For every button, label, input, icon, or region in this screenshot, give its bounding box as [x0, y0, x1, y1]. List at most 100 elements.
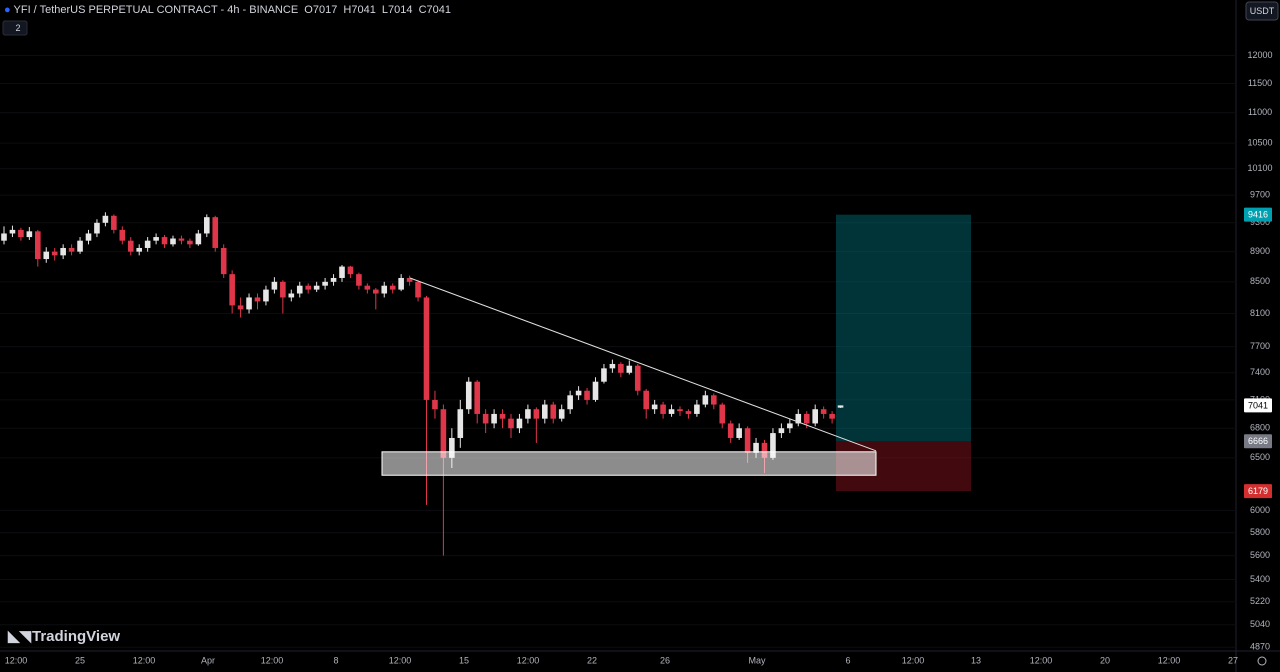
- candle-body: [254, 297, 261, 302]
- candle-body: [85, 233, 92, 241]
- candle-body: [432, 399, 438, 410]
- candle-body: [195, 233, 202, 245]
- candle-body: [550, 404, 557, 419]
- candle-body: [204, 217, 210, 234]
- candle-body: [634, 365, 641, 391]
- y-tick-label: 5600: [1250, 550, 1270, 560]
- candle-body: [592, 381, 599, 400]
- candle-body: [347, 266, 354, 275]
- x-tick-label: Apr: [201, 655, 215, 665]
- support-zone: [381, 451, 877, 476]
- y-tick-label: 11000: [1248, 107, 1272, 117]
- candle-body: [677, 409, 683, 412]
- x-tick-label: 12:00: [1030, 655, 1053, 665]
- h-value: 7041: [351, 4, 376, 16]
- candle-body: [170, 238, 176, 245]
- currency-label[interactable]: USDT: [1250, 6, 1275, 16]
- candle-body: [271, 281, 278, 290]
- candle-body: [820, 409, 827, 414]
- last-price-label: 7041: [1248, 400, 1268, 410]
- candle-body: [584, 390, 590, 400]
- x-tick-label: 25: [75, 655, 85, 665]
- candle-body: [119, 229, 126, 241]
- y-tick-label: 9300: [1250, 217, 1270, 227]
- candle-body: [795, 413, 802, 424]
- candle-body: [246, 297, 252, 310]
- candle-body: [373, 289, 379, 294]
- candle-body: [601, 368, 607, 382]
- candle-body: [778, 428, 785, 434]
- x-tick-label: 27: [1228, 655, 1238, 665]
- trendline: [409, 277, 877, 452]
- c-value: 7041: [426, 4, 452, 16]
- candle-body: [415, 281, 421, 298]
- candle-body: [702, 395, 709, 405]
- indicator-count[interactable]: 2: [15, 23, 20, 33]
- candle-body: [212, 217, 219, 248]
- candle-body: [398, 277, 404, 290]
- candle-body: [660, 404, 666, 414]
- candle-body: [18, 229, 24, 238]
- candle-body: [618, 363, 624, 373]
- candle-body: [567, 395, 573, 410]
- candle-body: [685, 411, 692, 414]
- candle-body: [288, 293, 295, 298]
- x-tick-label: 20: [1100, 655, 1110, 665]
- candle-body: [313, 285, 320, 290]
- last-price-label-box: [1244, 398, 1272, 413]
- y-tick-label: 5400: [1250, 574, 1270, 584]
- candle-body: [575, 390, 582, 396]
- x-tick-label: 13: [971, 655, 981, 665]
- target-zone: [836, 214, 971, 442]
- x-tick-label: 12:00: [261, 655, 284, 665]
- candle-body: [178, 238, 185, 241]
- candle-body: [465, 381, 472, 410]
- target-price-label: 9416: [1248, 210, 1268, 220]
- candle-body: [829, 413, 835, 419]
- y-tick-label: 12000: [1247, 50, 1272, 60]
- candle-body: [296, 285, 303, 294]
- x-tick-label: 12:00: [902, 655, 925, 665]
- candle-body: [229, 274, 235, 306]
- indicator-toggle[interactable]: [2, 20, 28, 36]
- h-label: H: [343, 4, 352, 16]
- candle-body: [491, 413, 497, 424]
- candle-body: [102, 215, 109, 223]
- stop-price-label: 6179: [1248, 486, 1268, 496]
- candle-body: [812, 409, 818, 424]
- x-tick-label: 8: [333, 655, 338, 665]
- candle-body: [558, 409, 565, 419]
- candle-body: [356, 274, 362, 286]
- y-tick-label: 6800: [1250, 423, 1270, 433]
- candle-body: [136, 247, 142, 252]
- y-tick-label: 11500: [1248, 78, 1272, 88]
- l-value: 7014: [388, 4, 413, 16]
- x-tick-label: 15: [459, 655, 469, 665]
- candle-body: [533, 409, 540, 419]
- symbol-title: YFI / TetherUS PERPETUAL CONTRACT - 4h -…: [13, 4, 299, 16]
- x-tick-label: 6: [845, 655, 850, 665]
- c-label: C: [418, 4, 427, 16]
- o-label: O: [304, 4, 313, 16]
- settings-icon[interactable]: [1257, 656, 1267, 666]
- candle-body: [60, 247, 66, 256]
- candle-body: [305, 285, 311, 290]
- candle-body: [26, 231, 33, 238]
- y-tick-label: 8100: [1250, 308, 1270, 318]
- candle-body: [406, 277, 413, 282]
- l-label: L: [381, 4, 389, 16]
- candle-body: [508, 418, 514, 429]
- candle-body: [727, 423, 734, 438]
- y-tick-label: 4870: [1250, 642, 1270, 652]
- candle-body: [449, 437, 455, 458]
- x-tick-label: 12:00: [1158, 655, 1181, 665]
- candle-body: [474, 381, 480, 414]
- candle-body: [482, 413, 489, 424]
- candle-body: [389, 285, 396, 290]
- currency-button[interactable]: [1245, 1, 1279, 21]
- candle-body: [381, 285, 388, 294]
- y-tick-label: 9700: [1250, 190, 1270, 200]
- candle-body: [35, 231, 41, 260]
- candle-body: [668, 409, 675, 414]
